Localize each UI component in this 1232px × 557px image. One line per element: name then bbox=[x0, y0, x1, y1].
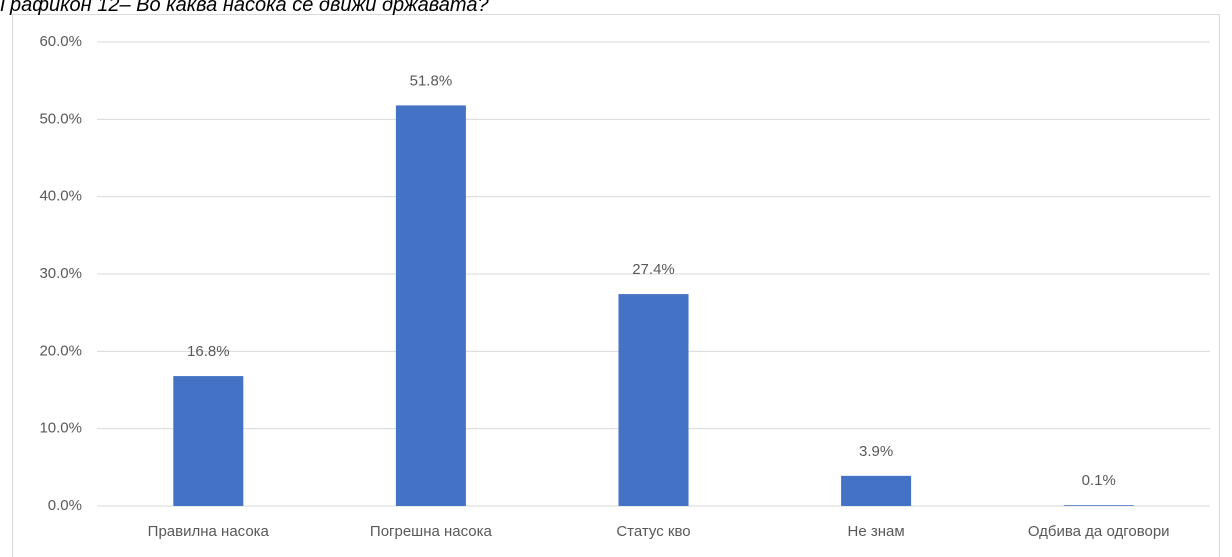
bar bbox=[841, 475, 912, 506]
y-tick-label: 40.0% bbox=[39, 188, 82, 205]
x-tick-label: Статус кво bbox=[616, 523, 690, 540]
x-tick-label: Одбива да одговори bbox=[1028, 523, 1170, 540]
bar bbox=[1063, 505, 1134, 506]
data-label: 0.1% bbox=[1082, 472, 1116, 489]
y-tick-label: 10.0% bbox=[39, 420, 82, 437]
chart-title: Графикон 12– Во каква насока се движи др… bbox=[0, 0, 489, 16]
y-tick-label: 60.0% bbox=[39, 33, 82, 50]
y-tick-label: 30.0% bbox=[39, 265, 82, 282]
x-tick-label: Правилна насока bbox=[148, 523, 270, 540]
bar bbox=[395, 105, 466, 506]
data-label: 16.8% bbox=[187, 343, 230, 360]
x-tick-label: Погрешна насока bbox=[370, 523, 493, 540]
bar bbox=[173, 376, 244, 506]
data-label: 27.4% bbox=[632, 261, 675, 278]
data-label: 51.8% bbox=[410, 72, 453, 89]
y-tick-label: 0.0% bbox=[48, 497, 82, 514]
y-tick-label: 20.0% bbox=[39, 342, 82, 359]
data-label: 3.9% bbox=[859, 443, 893, 460]
y-tick-label: 50.0% bbox=[39, 110, 82, 127]
bar bbox=[618, 294, 689, 506]
x-tick-label: Не знам bbox=[848, 523, 905, 540]
